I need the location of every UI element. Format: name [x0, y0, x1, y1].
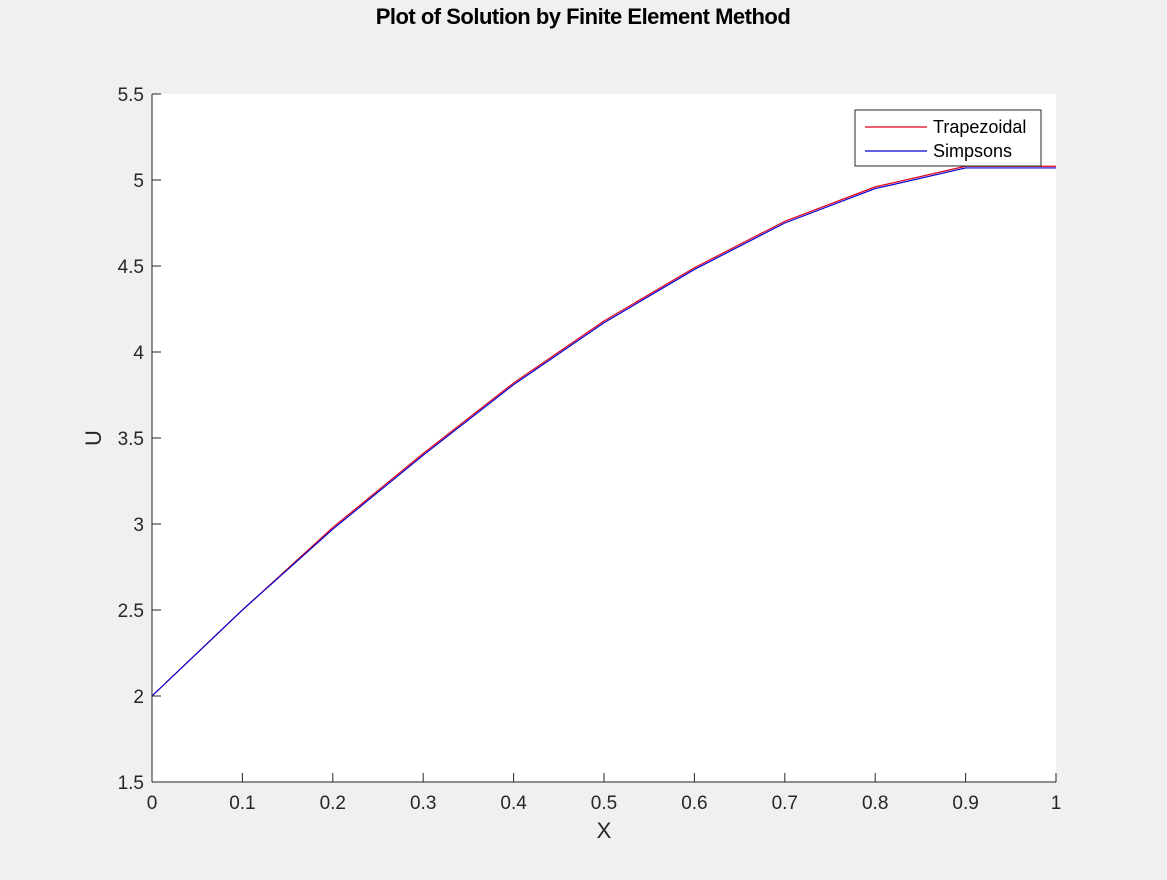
y-tick-label: 3 — [133, 515, 144, 536]
x-tick-label: 0 — [147, 793, 158, 814]
y-axis-label: U — [81, 430, 106, 446]
y-tick-label: 4.5 — [118, 257, 144, 278]
x-tick-label: 0.1 — [229, 793, 255, 814]
x-tick-label: 0.5 — [591, 793, 617, 814]
axes-layer: 0 0.1 0.2 0.3 0.4 0.5 0.6 0.7 0.8 0.9 1 1.5 2 2.5 3 3.5… — [118, 85, 1062, 814]
series-layer — [151, 165, 1056, 697]
x-tick-label: 0.3 — [410, 793, 436, 814]
x-tick-label: 0.6 — [681, 793, 707, 814]
legend-box — [854, 109, 1042, 167]
x-tick-label: 0.4 — [500, 793, 527, 814]
x-tick-label: 0.7 — [772, 793, 798, 814]
x-axis-label: X — [597, 818, 612, 843]
y-tick-label: 4 — [133, 343, 144, 364]
y-tick-label: 5.5 — [118, 85, 144, 106]
series-line-trapezoidal[interactable] — [151, 165, 1056, 697]
x-tick-label: 0.9 — [952, 793, 978, 814]
legend-label-trapezoidal: Trapezoidal — [933, 117, 1026, 137]
x-tick-label: 0.8 — [862, 793, 888, 814]
chart-title: Plot of Solution by Finite Element Metho… — [376, 4, 791, 29]
y-tick-label: 5 — [133, 171, 144, 192]
y-tick-label: 2 — [133, 687, 144, 708]
legend[interactable]: Trapezoidal Simpsons — [854, 109, 1042, 167]
plot-area — [152, 94, 1056, 782]
y-tick-label: 2.5 — [118, 601, 144, 622]
x-tick-label: 0.2 — [320, 793, 346, 814]
series-line-simpsons[interactable] — [151, 167, 1056, 697]
y-tick-label: 3.5 — [118, 429, 144, 450]
legend-label-simpsons: Simpsons — [933, 141, 1012, 161]
x-tick-label: 1 — [1051, 793, 1062, 814]
y-tick-label: 1.5 — [118, 773, 144, 794]
